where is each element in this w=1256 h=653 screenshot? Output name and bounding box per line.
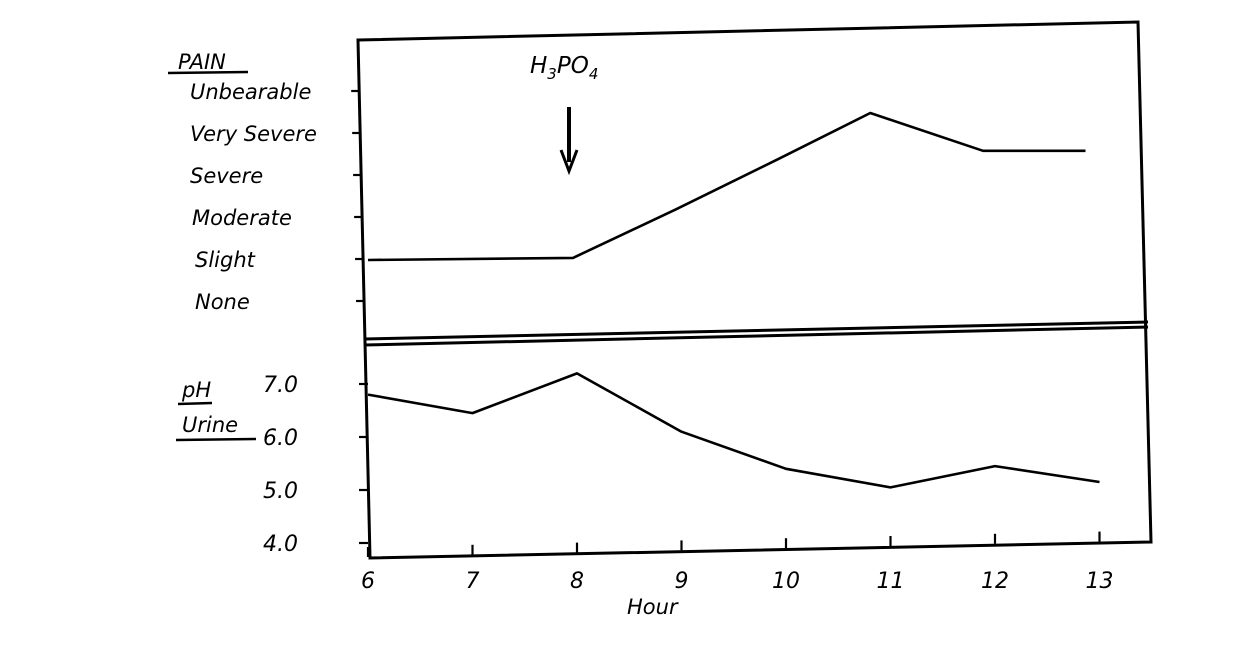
- ph-series-line: [367, 372, 1100, 489]
- ph-tick-label: 6.0: [263, 426, 298, 451]
- h3po4-arrow-head: [559, 149, 579, 176]
- panel-divider-lower: [363, 325, 1149, 347]
- x-tick-label: 6: [361, 569, 375, 594]
- ph-axis-title-underline: [177, 401, 213, 406]
- ph-tick-label: 7.0: [263, 373, 298, 398]
- h3po4-label-sub4: 4: [589, 65, 599, 83]
- panel-divider: [363, 320, 1149, 341]
- pain-level-label: None: [195, 290, 250, 314]
- x-axis-title: Hour: [627, 595, 679, 619]
- pain-level-label: Very Severe: [190, 122, 317, 146]
- h3po4-annotation: H3PO4: [530, 53, 598, 176]
- x-tick-label: 10: [772, 569, 800, 594]
- pain-level-labels: None Slight Moderate Severe Very Severe Unbea…: [190, 80, 317, 314]
- x-tick-label: 12: [981, 569, 1009, 594]
- urine-axis-title: Urine: [182, 413, 238, 437]
- ph-ticks: [359, 382, 368, 545]
- pain-level-ticks: [351, 89, 365, 303]
- ph-tick-label: 4.0: [263, 532, 298, 557]
- h3po4-label-sub3: 3: [547, 65, 557, 83]
- urine-axis-title-underline: [175, 437, 257, 442]
- x-tick-label: 8: [570, 569, 584, 594]
- x-tick-label: 13: [1086, 569, 1114, 594]
- chart-frame: [356, 20, 1153, 560]
- ph-axis-title: pH: [181, 378, 211, 402]
- ph-tick-label: 5.0: [263, 479, 298, 504]
- h3po4-label: H3PO4: [530, 53, 598, 83]
- pain-level-label: Moderate: [192, 206, 292, 230]
- pain-series-line: [367, 111, 1086, 262]
- x-ticks: [366, 531, 1101, 557]
- pain-axis-title: PAIN: [178, 50, 226, 74]
- pain-level-label: Severe: [190, 164, 263, 188]
- pain-level-label: Slight: [195, 248, 256, 272]
- h3po4-label-h: H: [530, 53, 547, 79]
- x-tick-label: 7: [466, 569, 480, 594]
- h3po4-label-po: PO: [557, 53, 589, 79]
- ph-tick-labels: 4.0 5.0 6.0 7.0: [263, 373, 298, 557]
- x-tick-labels: 6 7 8 9 10 11 12 13: [361, 569, 1114, 594]
- pain-level-label: Unbearable: [190, 80, 311, 104]
- pain-axis-title-underline: [167, 70, 249, 75]
- x-tick-label: 11: [877, 569, 905, 594]
- x-tick-label: 9: [675, 569, 689, 594]
